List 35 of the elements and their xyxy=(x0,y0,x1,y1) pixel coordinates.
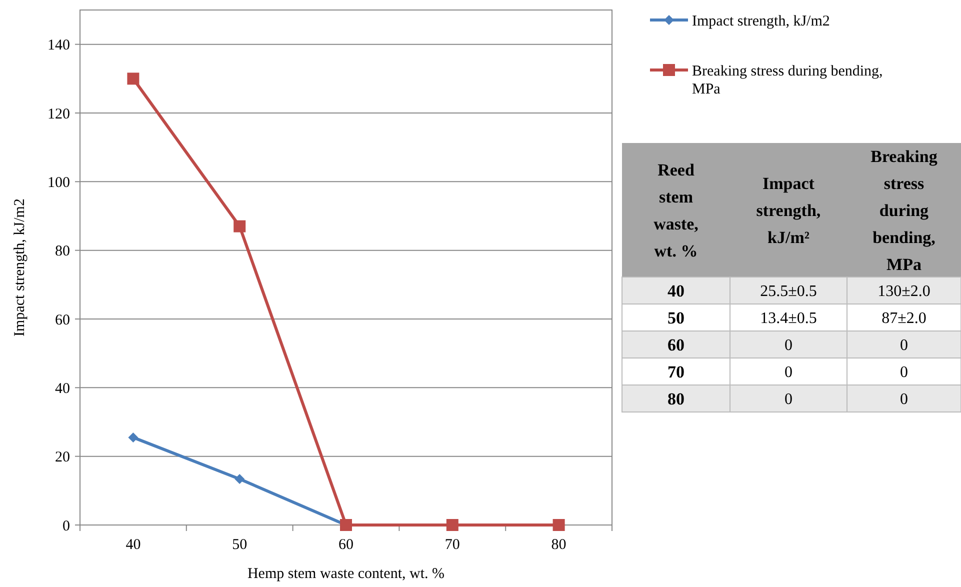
x-tick-label: 70 xyxy=(444,537,460,553)
y-tick-label: 120 xyxy=(48,106,70,122)
y-tick-label: 80 xyxy=(55,244,70,260)
x-tick-label: 50 xyxy=(232,537,248,553)
legend-label: Impact strength, kJ/m2 xyxy=(692,13,830,30)
text: 0 xyxy=(900,337,908,354)
x-tick-label: 40 xyxy=(126,537,141,553)
text: 13.4±0.5 xyxy=(760,310,817,328)
y-tick-label: 100 xyxy=(48,174,70,191)
y-tick-label: 40 xyxy=(55,380,70,397)
category-label: 50 xyxy=(668,308,684,328)
legend-label: Breaking stress during bending, MPa xyxy=(692,63,883,98)
y-tick-label: 20 xyxy=(55,450,70,466)
category-label: 40 xyxy=(668,281,684,300)
y-tick-label: 60 xyxy=(55,312,70,328)
text: 0 xyxy=(900,391,908,408)
text: 0 xyxy=(900,364,908,382)
x-tick-label: 80 xyxy=(551,537,566,553)
x-tick-label: 60 xyxy=(338,537,354,553)
text: 87±2.0 xyxy=(882,310,926,328)
text: 25.5±0.5 xyxy=(760,283,817,300)
y-tick-label: 0 xyxy=(62,518,70,534)
text: Reed stem waste, wt. % xyxy=(654,160,698,260)
x-axis-title: Hemp stem waste content, wt. % xyxy=(247,566,445,582)
text: 0 xyxy=(784,364,792,382)
text: 0 xyxy=(784,391,792,408)
text: Breaking stress during bending, MPa xyxy=(870,146,938,274)
category-label: 80 xyxy=(668,389,684,408)
text: Impact strength, kJ/m² xyxy=(756,174,821,247)
text: 130±2.0 xyxy=(878,283,930,300)
y-axis-title: Impact strength, kJ/m2 xyxy=(12,198,28,336)
category-label: 60 xyxy=(668,335,684,354)
y-tick-label: 140 xyxy=(48,38,70,54)
category-label: 70 xyxy=(668,362,684,382)
text: 0 xyxy=(784,337,792,354)
